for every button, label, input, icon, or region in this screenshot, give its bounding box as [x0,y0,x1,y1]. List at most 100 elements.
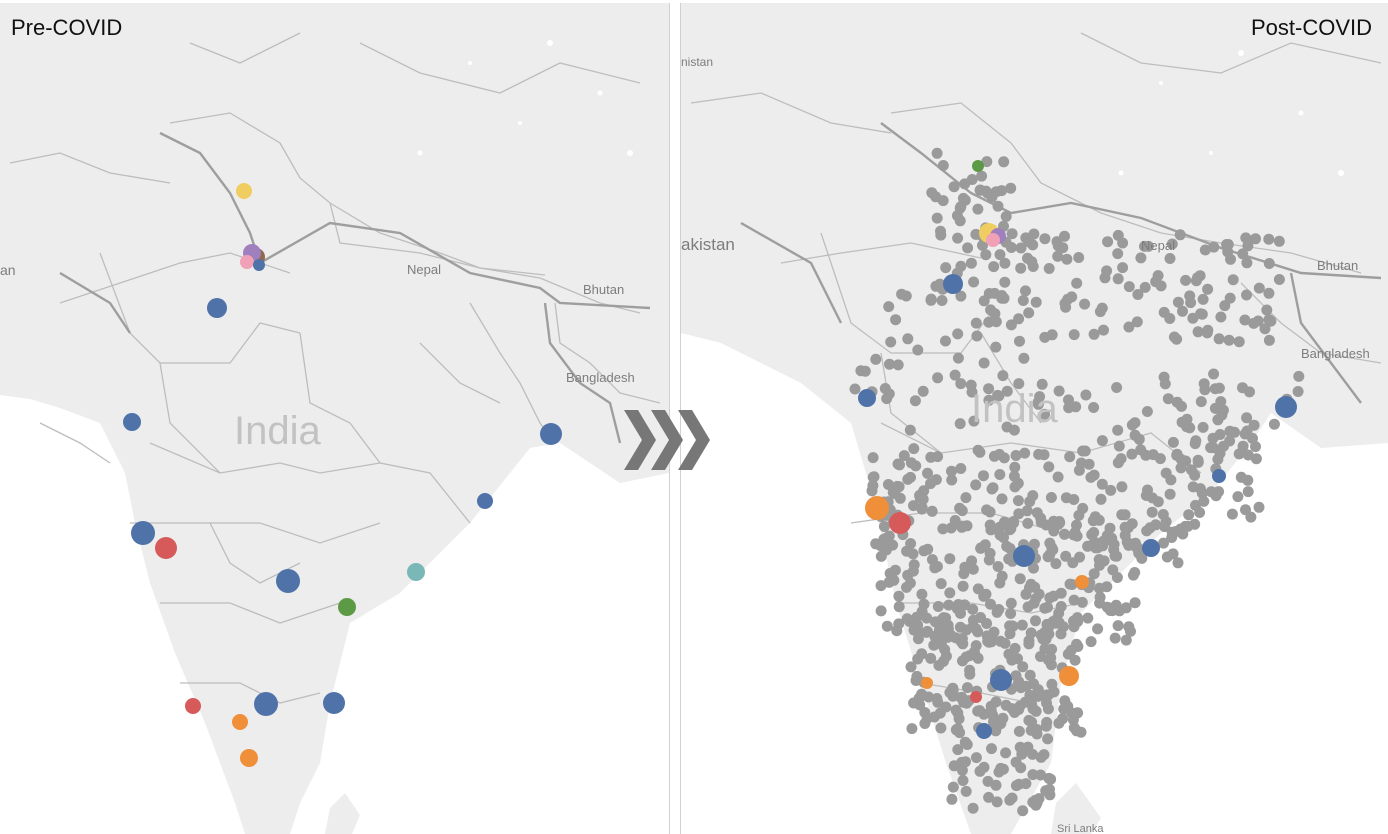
marker [976,723,992,739]
gray-marker [922,543,934,555]
gray-marker [1130,541,1142,553]
gray-marker [1126,419,1138,431]
gray-marker [1102,236,1114,248]
gray-marker [1119,509,1131,521]
gray-marker [1088,402,1100,413]
lakes [417,40,633,156]
gray-marker [1000,211,1012,222]
gray-marker [1065,644,1077,656]
gray-marker [1248,317,1260,329]
gray-marker [893,618,905,630]
gray-marker [1162,393,1174,405]
gray-marker [1273,235,1285,247]
map-label-nepal: Nepal [407,262,441,277]
gray-marker [1180,274,1192,286]
gray-marker [1181,421,1193,433]
gray-marker [1120,634,1132,646]
gray-marker [1212,414,1224,426]
gray-marker [935,225,946,237]
gray-marker [1030,794,1042,806]
gray-marker [983,316,995,328]
map-label-bangladesh: Bangladesh [566,370,635,385]
marker [943,274,963,294]
gray-marker [1014,573,1026,585]
gray-marker [1017,805,1029,817]
gray-marker [1224,435,1236,447]
gray-marker [1197,421,1209,433]
gray-marker [900,290,912,302]
sea-bay-of-bengal [1011,413,1388,834]
gray-marker [1017,295,1029,306]
gray-marker [849,383,861,395]
gray-marker [983,791,995,803]
gray-marker [1226,508,1238,520]
gray-marker [990,725,1002,737]
gray-marker [1208,241,1220,253]
gray-marker [919,718,931,729]
gray-marker [1060,492,1072,504]
gray-marker [898,450,910,462]
gray-marker [978,357,990,369]
marker [1275,396,1297,418]
gray-marker [1113,440,1125,452]
gray-marker [1066,579,1078,590]
gray-marker [977,239,988,251]
gray-marker [878,533,890,545]
gray-marker [1233,336,1245,348]
gray-marker [1033,588,1045,600]
gray-marker [990,696,1002,708]
gray-marker [1208,368,1220,380]
gray-marker [1164,313,1176,324]
gray-marker [1139,281,1151,293]
post-covid-map-panel: Post-COVID India Nepal Bhutan Bangladesh… [681,3,1388,834]
gray-marker [1112,248,1124,260]
gray-marker [1023,307,1035,319]
gray-marker [919,707,931,718]
gray-marker [1015,242,1027,254]
gray-marker [1094,597,1106,609]
gray-marker [971,330,983,342]
gray-marker [943,599,955,611]
gray-marker [946,474,958,486]
gray-marker [1195,308,1207,320]
gray-marker [961,739,973,750]
gray-marker [1140,490,1152,501]
gray-marker [999,257,1011,269]
gray-marker [1152,496,1164,508]
gray-marker [1046,678,1058,690]
gray-marker [1201,327,1213,339]
map-label-bangladesh: Bangladesh [1301,346,1370,361]
gray-marker [1202,283,1214,295]
gray-marker [1059,528,1070,540]
gray-marker [940,262,952,274]
gray-marker [905,471,916,483]
gray-marker [887,539,899,551]
gray-marker [1074,551,1086,563]
gray-marker [1027,490,1039,502]
gray-marker [954,602,966,614]
gray-marker [1060,550,1072,562]
gray-marker [942,631,954,643]
lakes [1118,50,1344,176]
gray-marker [983,394,995,406]
gray-marker [993,604,1005,615]
gray-marker [1023,638,1035,650]
gray-marker [985,524,997,536]
gray-marker [868,471,880,483]
gray-marker [964,668,976,680]
gray-marker [932,601,944,612]
gray-marker [1171,449,1183,461]
gray-marker [1261,304,1273,316]
gray-marker [1209,383,1221,395]
gray-marker [878,521,890,532]
gray-marker [1123,281,1135,293]
marker [207,298,227,318]
gray-marker [992,561,1004,572]
marker [972,160,984,172]
gray-marker [1052,471,1064,483]
gray-marker [980,185,992,197]
gray-marker [1101,581,1113,593]
gray-marker [1017,661,1029,673]
gray-marker [935,578,947,590]
gray-marker [1009,642,1021,654]
